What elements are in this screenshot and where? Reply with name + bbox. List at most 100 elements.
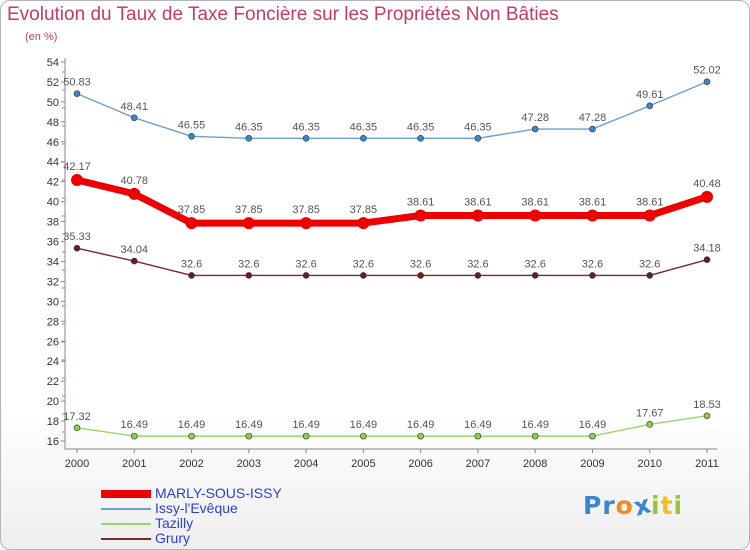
data-point — [646, 421, 654, 428]
data-label: 32.6 — [524, 258, 545, 270]
legend-label: MARLY-SOUS-ISSY — [155, 485, 282, 501]
logo-letter: i — [673, 491, 684, 520]
data-point — [471, 209, 484, 222]
data-label: 37.85 — [235, 204, 263, 216]
data-point — [417, 134, 424, 142]
y-tick-label: 48 — [47, 117, 59, 129]
logo-letter: r — [602, 491, 616, 520]
data-label: 38.61 — [407, 196, 435, 208]
legend-swatch — [101, 508, 151, 510]
data-point — [71, 173, 83, 186]
x-tick-label: 2010 — [637, 458, 661, 470]
data-label: 46.35 — [350, 121, 378, 133]
data-label: 46.35 — [292, 121, 320, 133]
y-tick-label: 54 — [47, 57, 59, 69]
data-label: 42.17 — [63, 161, 91, 173]
data-label: 16.49 — [407, 419, 435, 431]
data-label: 46.55 — [178, 119, 206, 131]
data-point — [589, 125, 596, 133]
data-point — [589, 432, 596, 440]
data-point — [474, 432, 482, 440]
data-point — [586, 209, 599, 222]
x-tick-label: 2008 — [523, 458, 547, 470]
data-label: 34.04 — [121, 244, 149, 256]
data-label: 40.78 — [121, 175, 149, 187]
legend-swatch — [101, 490, 151, 498]
data-point — [242, 217, 255, 230]
data-label: 17.32 — [63, 411, 91, 423]
y-tick-label: 18 — [47, 416, 59, 428]
y-tick-label: 28 — [47, 316, 59, 328]
data-label: 16.49 — [121, 419, 149, 431]
data-label: 35.33 — [63, 231, 91, 243]
data-label: 16.49 — [235, 419, 263, 431]
data-point — [188, 432, 195, 440]
x-tick-label: 2001 — [122, 458, 146, 470]
logo-letter: t — [660, 491, 674, 520]
data-label: 40.48 — [693, 178, 721, 190]
data-point — [417, 272, 424, 279]
data-label: 50.83 — [63, 77, 91, 89]
data-point — [360, 432, 367, 440]
data-label: 32.6 — [238, 258, 259, 270]
data-point — [73, 424, 81, 432]
y-tick-label: 16 — [47, 436, 59, 448]
data-point — [531, 272, 539, 279]
data-point — [701, 190, 713, 203]
data-label: 16.49 — [521, 419, 549, 431]
data-label: 37.85 — [350, 204, 378, 216]
y-tick-label: 34 — [47, 256, 59, 268]
x-tick-label: 2009 — [580, 458, 604, 470]
series-line — [76, 415, 708, 437]
data-point — [188, 133, 195, 140]
data-point — [357, 217, 370, 230]
data-label: 34.18 — [693, 243, 721, 255]
x-tick-label: 2011 — [695, 458, 719, 470]
data-point — [73, 244, 81, 252]
y-tick-label: 38 — [47, 217, 59, 229]
data-point — [130, 114, 138, 122]
data-point — [474, 272, 482, 279]
data-label: 17.67 — [636, 407, 664, 419]
logo-letter: i — [651, 491, 661, 520]
series-line — [76, 81, 708, 139]
y-tick-label: 44 — [47, 157, 59, 169]
data-point — [302, 272, 310, 279]
x-tick-label: 2000 — [65, 458, 89, 470]
data-label: 16.49 — [350, 419, 378, 431]
data-point — [529, 209, 542, 222]
data-point — [646, 272, 654, 279]
data-point — [188, 272, 195, 279]
data-label: 32.6 — [410, 258, 431, 270]
data-point — [360, 134, 367, 142]
legend-swatch — [101, 523, 151, 525]
data-label: 37.85 — [292, 204, 320, 216]
x-tick-label: 2006 — [408, 458, 432, 470]
data-point — [531, 432, 539, 440]
x-tick-label: 2007 — [466, 458, 490, 470]
x-tick-label: 2004 — [294, 458, 318, 470]
data-point — [130, 432, 138, 440]
y-tick-label: 22 — [47, 376, 59, 388]
data-label: 49.61 — [636, 89, 664, 101]
legend-label: Tazilly — [155, 515, 194, 531]
data-point — [531, 125, 539, 133]
data-label: 38.61 — [464, 196, 492, 208]
legend-label: Issy-l'Evêque — [155, 500, 238, 516]
data-label: 38.61 — [636, 196, 664, 208]
data-point — [646, 102, 654, 110]
data-label: 32.6 — [353, 258, 374, 270]
data-point — [302, 134, 310, 142]
data-label: 16.49 — [579, 419, 607, 431]
y-tick-label: 40 — [47, 197, 59, 209]
data-point — [73, 90, 81, 97]
y-tick-label: 30 — [47, 296, 59, 308]
series-line — [73, 176, 711, 227]
data-point — [703, 256, 711, 263]
y-tick-label: 32 — [47, 276, 59, 288]
data-point — [300, 217, 313, 230]
data-label: 16.49 — [464, 419, 492, 431]
data-point — [703, 412, 711, 420]
